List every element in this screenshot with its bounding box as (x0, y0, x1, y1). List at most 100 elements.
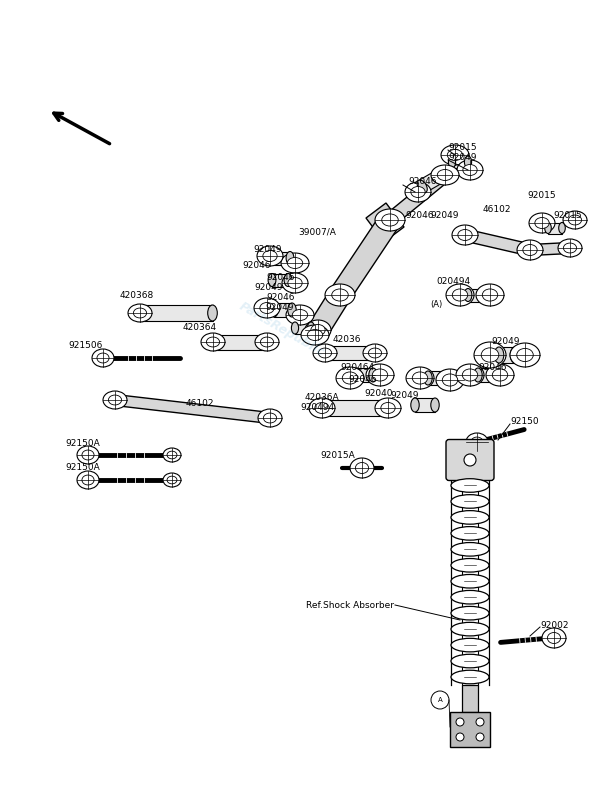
Polygon shape (328, 346, 373, 360)
Polygon shape (478, 368, 494, 382)
Ellipse shape (263, 250, 277, 261)
Ellipse shape (288, 278, 302, 289)
Ellipse shape (109, 395, 122, 405)
Polygon shape (137, 305, 212, 321)
Ellipse shape (451, 495, 489, 508)
Text: 42036: 42036 (333, 335, 361, 345)
Ellipse shape (464, 156, 472, 168)
Ellipse shape (258, 409, 282, 427)
Ellipse shape (478, 289, 486, 301)
Ellipse shape (448, 156, 455, 168)
Ellipse shape (535, 217, 549, 228)
Ellipse shape (82, 450, 94, 460)
Ellipse shape (510, 347, 520, 363)
Ellipse shape (315, 403, 329, 414)
Ellipse shape (97, 353, 109, 363)
Ellipse shape (559, 222, 565, 233)
Ellipse shape (451, 606, 489, 620)
Ellipse shape (353, 368, 361, 382)
Ellipse shape (490, 368, 498, 382)
Text: Ref.Shock Absorber: Ref.Shock Absorber (306, 601, 394, 609)
Text: 921506: 921506 (68, 341, 103, 349)
Text: 920494: 920494 (300, 403, 334, 411)
Ellipse shape (476, 284, 504, 306)
Text: 46102: 46102 (483, 206, 511, 214)
Text: 92049: 92049 (491, 338, 520, 346)
Ellipse shape (350, 458, 374, 478)
Polygon shape (323, 400, 388, 416)
Ellipse shape (284, 273, 292, 287)
Ellipse shape (368, 346, 377, 360)
Ellipse shape (451, 575, 489, 588)
Polygon shape (274, 303, 292, 317)
Text: 92046: 92046 (408, 177, 437, 185)
Ellipse shape (451, 590, 489, 604)
Polygon shape (428, 371, 444, 385)
Circle shape (456, 718, 464, 726)
Polygon shape (274, 251, 290, 265)
Text: 420364: 420364 (183, 323, 217, 333)
Ellipse shape (437, 170, 453, 181)
Text: 92049: 92049 (390, 390, 419, 400)
Ellipse shape (431, 398, 439, 412)
Polygon shape (212, 334, 268, 349)
Ellipse shape (270, 251, 278, 265)
Ellipse shape (292, 309, 308, 320)
Polygon shape (331, 214, 399, 301)
FancyBboxPatch shape (462, 685, 478, 712)
Text: 92049: 92049 (265, 304, 293, 312)
Text: 46102: 46102 (186, 400, 215, 408)
Text: 92049: 92049 (430, 210, 458, 220)
Ellipse shape (486, 364, 514, 386)
Ellipse shape (436, 369, 464, 391)
Ellipse shape (446, 284, 474, 306)
Polygon shape (548, 222, 562, 233)
Ellipse shape (463, 369, 478, 381)
Ellipse shape (474, 342, 506, 368)
Ellipse shape (82, 475, 94, 485)
Text: 92049: 92049 (448, 154, 476, 162)
Circle shape (476, 718, 484, 726)
Ellipse shape (305, 320, 331, 340)
Polygon shape (386, 170, 449, 225)
Ellipse shape (411, 187, 425, 198)
Ellipse shape (381, 403, 395, 414)
Ellipse shape (311, 324, 325, 335)
Ellipse shape (313, 344, 337, 362)
Ellipse shape (268, 273, 276, 287)
Ellipse shape (481, 348, 499, 362)
Ellipse shape (558, 239, 582, 257)
Ellipse shape (523, 244, 537, 255)
Ellipse shape (411, 398, 419, 412)
Polygon shape (115, 395, 271, 423)
Text: PartsRepublic: PartsRepublic (237, 300, 327, 360)
Ellipse shape (405, 182, 431, 202)
Text: 92015A: 92015A (320, 451, 355, 459)
Ellipse shape (451, 479, 489, 492)
Ellipse shape (263, 334, 272, 349)
Ellipse shape (375, 209, 405, 231)
Ellipse shape (368, 348, 382, 358)
Ellipse shape (103, 391, 127, 409)
Polygon shape (530, 243, 570, 255)
Ellipse shape (375, 398, 401, 418)
Ellipse shape (287, 257, 303, 268)
Ellipse shape (363, 344, 387, 362)
Ellipse shape (452, 289, 468, 301)
Ellipse shape (260, 337, 274, 347)
Text: 420368: 420368 (120, 290, 154, 300)
Ellipse shape (466, 433, 488, 451)
Ellipse shape (412, 372, 428, 384)
Ellipse shape (451, 527, 489, 540)
Ellipse shape (260, 302, 274, 313)
Polygon shape (464, 229, 532, 256)
Polygon shape (357, 368, 373, 382)
Ellipse shape (463, 165, 477, 176)
Ellipse shape (517, 349, 533, 362)
Ellipse shape (441, 145, 469, 165)
Text: 92046: 92046 (242, 261, 271, 269)
Ellipse shape (451, 623, 489, 636)
Text: 92002: 92002 (540, 620, 569, 630)
Ellipse shape (281, 253, 309, 273)
Ellipse shape (568, 215, 581, 225)
